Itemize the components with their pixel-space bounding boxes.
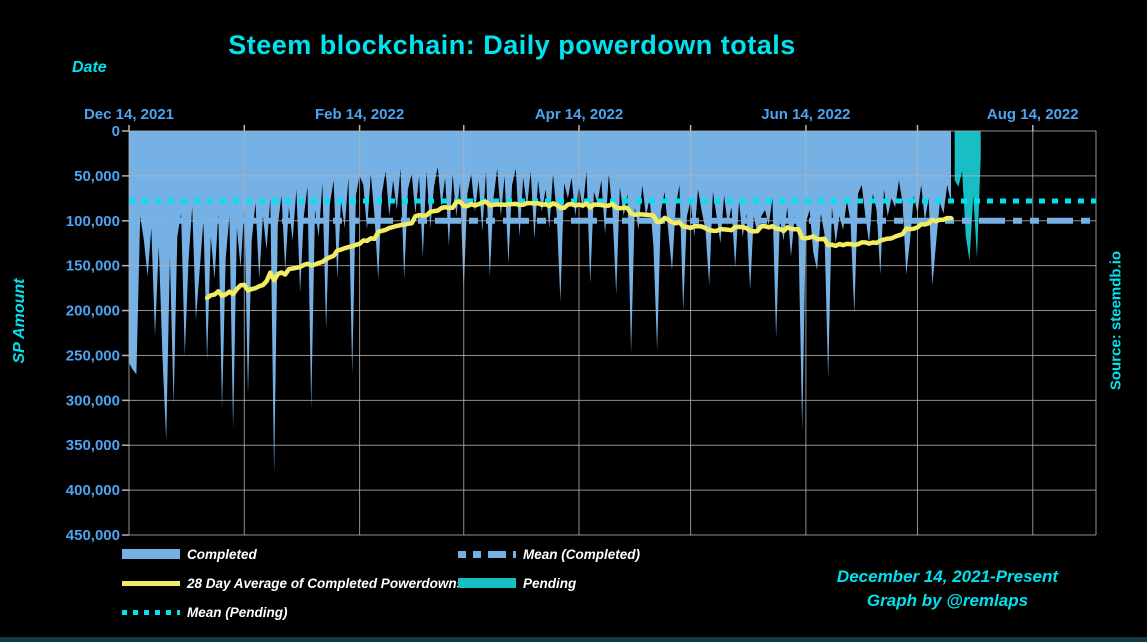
x-tick-label: Aug 14, 2022: [987, 106, 1079, 123]
legend-item-mean-completed: Mean (Completed): [458, 546, 640, 562]
y-tick-label: 450,000: [66, 527, 120, 544]
legend-item-mean-pending: Mean (Pending): [122, 604, 288, 620]
y-tick-label: 400,000: [66, 482, 120, 499]
x-tick-label: Jun 14, 2022: [761, 106, 850, 123]
chart-title: Steem blockchain: Daily powerdown totals: [228, 30, 796, 60]
average-line: [204, 199, 954, 301]
y-tick-label: 100,000: [66, 213, 120, 230]
legend-label: Mean (Completed): [523, 546, 641, 562]
legend-item-pending: Pending: [458, 575, 576, 591]
completed-area: [129, 131, 951, 475]
bottom-strip: [0, 637, 1147, 642]
legend-label: Mean (Pending): [187, 604, 288, 620]
y-tick-label: 250,000: [66, 347, 120, 364]
footer-caption: December 14, 2021-Present Graph by @reml…: [790, 565, 1105, 613]
x-tick-label: Apr 14, 2022: [535, 106, 623, 123]
y-tick-label: 350,000: [66, 437, 120, 454]
x-axis-title: Date: [72, 59, 107, 76]
legend-item-average: 28 Day Average of Completed Powerdowns: [122, 575, 464, 591]
legend-label: 28 Day Average of Completed Powerdowns: [187, 575, 465, 591]
average-swatch: [122, 580, 180, 586]
y-tick-label: 50,000: [74, 168, 120, 185]
legend-label: Completed: [187, 546, 257, 562]
pending-area: [954, 131, 981, 262]
completed-swatch: [122, 549, 180, 559]
mean-pending-swatch: [122, 609, 180, 615]
y-tick-label: 200,000: [66, 303, 120, 320]
footer-line-1: December 14, 2021-Present: [836, 567, 1059, 586]
y-tick-label: 150,000: [66, 258, 120, 275]
legend-label: Pending: [523, 575, 577, 591]
mean-completed-swatch: [458, 550, 516, 558]
y-tick-label: 0: [112, 123, 120, 140]
legend-item-completed: Completed: [122, 546, 257, 562]
pending-swatch: [458, 578, 516, 588]
x-tick-label: Feb 14, 2022: [315, 106, 404, 123]
footer-line-2: Graph by @remlaps: [866, 591, 1029, 610]
x-tick-label: Dec 14, 2021: [84, 106, 174, 123]
y-tick-label: 300,000: [66, 392, 120, 409]
